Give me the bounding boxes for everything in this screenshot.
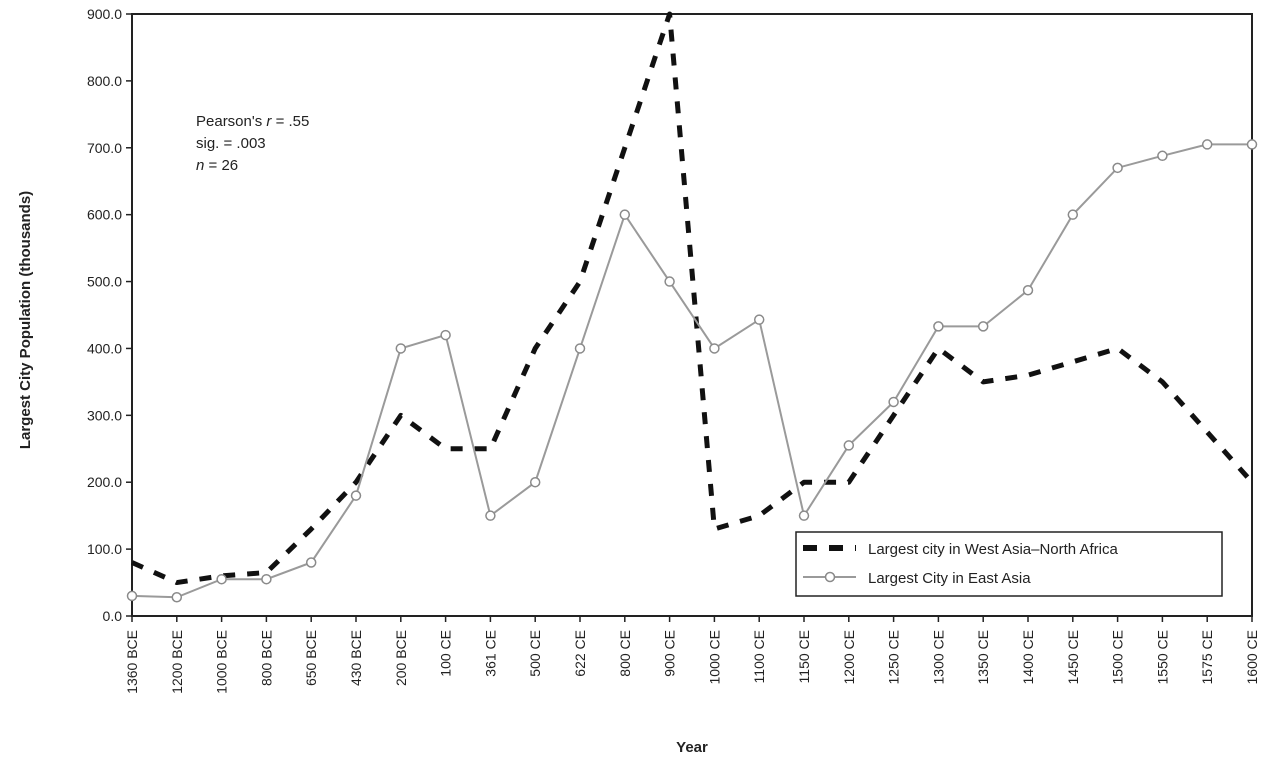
data-point-east-asia [1246, 139, 1258, 150]
series-line-west-asia [130, 11, 1254, 586]
x-tick-label: 1450 CE [1065, 630, 1081, 684]
x-tick-label: 1250 CE [886, 630, 902, 684]
data-point-east-asia [1067, 209, 1079, 220]
legend-label-west-asia: Largest city in West Asia–North Africa [868, 541, 1118, 558]
y-axis-title: Largest City Population (thousands) [17, 191, 34, 449]
x-tick-label: 500 CE [527, 630, 543, 677]
data-point-east-asia [395, 343, 407, 354]
series-group [126, 11, 1258, 603]
x-tick-label: 650 BCE [303, 630, 319, 686]
x-tick-label: 1575 CE [1199, 630, 1215, 684]
legend-marker-east-asia [824, 571, 836, 583]
y-tick-label: 100.0 [87, 541, 122, 557]
data-point-east-asia [753, 314, 765, 325]
x-tick-label: 800 BCE [258, 630, 274, 686]
stats-annotation: Pearson's r = .55 sig. = .003 n = 26 [196, 113, 309, 174]
x-tick-label: 1000 BCE [214, 630, 230, 694]
x-tick-label: 1350 CE [975, 630, 991, 684]
y-tick-label: 900.0 [87, 6, 122, 22]
x-tick-label: 900 CE [662, 630, 678, 677]
x-tick-label: 361 CE [482, 630, 498, 677]
x-tick-label: 622 CE [572, 630, 588, 677]
x-tick-label: 1100 CE [751, 630, 767, 683]
legend-box [795, 531, 1223, 597]
x-tick-label: 1500 CE [1110, 630, 1126, 684]
y-tick-label: 800.0 [87, 73, 122, 89]
x-axis-title: Year [676, 739, 708, 756]
data-point-east-asia [1157, 150, 1168, 162]
data-point-east-asia [261, 573, 272, 585]
y-tick-label: 0.0 [103, 608, 123, 624]
n-count-text: n = 26 [196, 157, 238, 174]
data-point-east-asia [1112, 162, 1123, 174]
data-point-east-asia [798, 510, 810, 521]
data-point-east-asia [977, 321, 989, 332]
y-tick-label: 500.0 [87, 274, 122, 290]
x-tick-label: 1600 CE [1244, 630, 1260, 684]
data-point-east-asia [440, 329, 451, 341]
data-point-east-asia [216, 573, 227, 585]
x-axis: 1360 BCE 1200 BCE 1000 BCE 800 BCE 650 BCE 43… [124, 616, 1260, 694]
data-point-east-asia [933, 321, 944, 332]
x-tick-label: 200 BCE [393, 630, 409, 686]
pearson-r-text: Pearson's r = .55 [196, 113, 309, 130]
data-point-east-asia [305, 557, 317, 568]
significance-text: sig. = .003 [196, 135, 266, 152]
data-point-east-asia [350, 490, 362, 501]
data-point-east-asia [1201, 139, 1213, 150]
x-tick-label: 100 CE [438, 630, 454, 677]
x-tick-label: 1200 BCE [169, 630, 185, 694]
x-tick-label: 1150 CE [796, 630, 812, 683]
y-axis: 0.0 100.0 200.0 300.0 400.0 500.0 600.0 700.0 80… [87, 6, 132, 624]
data-point-east-asia [485, 510, 496, 521]
x-tick-label: 1300 CE [930, 630, 946, 684]
legend-label-east-asia: Largest City in East Asia [868, 570, 1031, 587]
x-tick-label: 1200 CE [841, 630, 857, 684]
y-tick-label: 300.0 [87, 407, 122, 423]
x-tick-label: 1000 CE [706, 630, 722, 684]
data-point-east-asia [664, 276, 675, 287]
data-point-east-asia [171, 592, 183, 603]
data-point-east-asia [574, 343, 586, 354]
data-point-east-asia [619, 209, 631, 220]
data-point-east-asia [709, 343, 720, 354]
y-tick-label: 700.0 [87, 140, 122, 156]
data-point-east-asia [1022, 285, 1034, 296]
y-tick-label: 400.0 [87, 340, 122, 356]
series-line-east-asia [131, 143, 1252, 599]
data-point-east-asia [126, 590, 138, 602]
data-point-east-asia [843, 440, 855, 451]
y-tick-label: 200.0 [87, 474, 122, 490]
data-point-east-asia [529, 476, 541, 488]
x-tick-label: 1550 CE [1154, 630, 1170, 684]
x-tick-label: 1360 BCE [124, 630, 140, 694]
x-tick-label: 430 BCE [348, 630, 364, 686]
legend: Largest city in West Asia–North Africa L… [795, 531, 1223, 597]
data-point-east-asia [888, 396, 899, 408]
x-tick-label: 800 CE [617, 630, 633, 677]
x-tick-label: 1400 CE [1020, 630, 1036, 684]
y-tick-label: 600.0 [87, 207, 122, 223]
